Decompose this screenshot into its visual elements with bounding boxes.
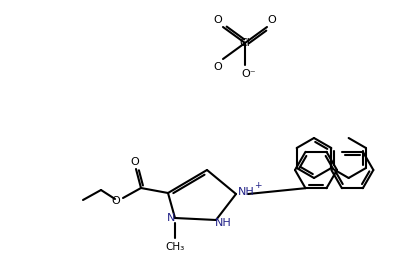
Text: NH: NH (215, 218, 231, 228)
Text: NH: NH (238, 187, 254, 197)
Text: O: O (112, 196, 120, 206)
Text: O: O (214, 62, 222, 72)
Text: Cl: Cl (240, 38, 250, 48)
Text: N: N (167, 213, 175, 223)
Text: CH₃: CH₃ (165, 242, 185, 252)
Text: O: O (130, 157, 140, 167)
Text: O: O (268, 15, 276, 25)
Text: +: + (254, 182, 262, 191)
Text: O: O (214, 15, 222, 25)
Text: O⁻: O⁻ (242, 69, 256, 79)
